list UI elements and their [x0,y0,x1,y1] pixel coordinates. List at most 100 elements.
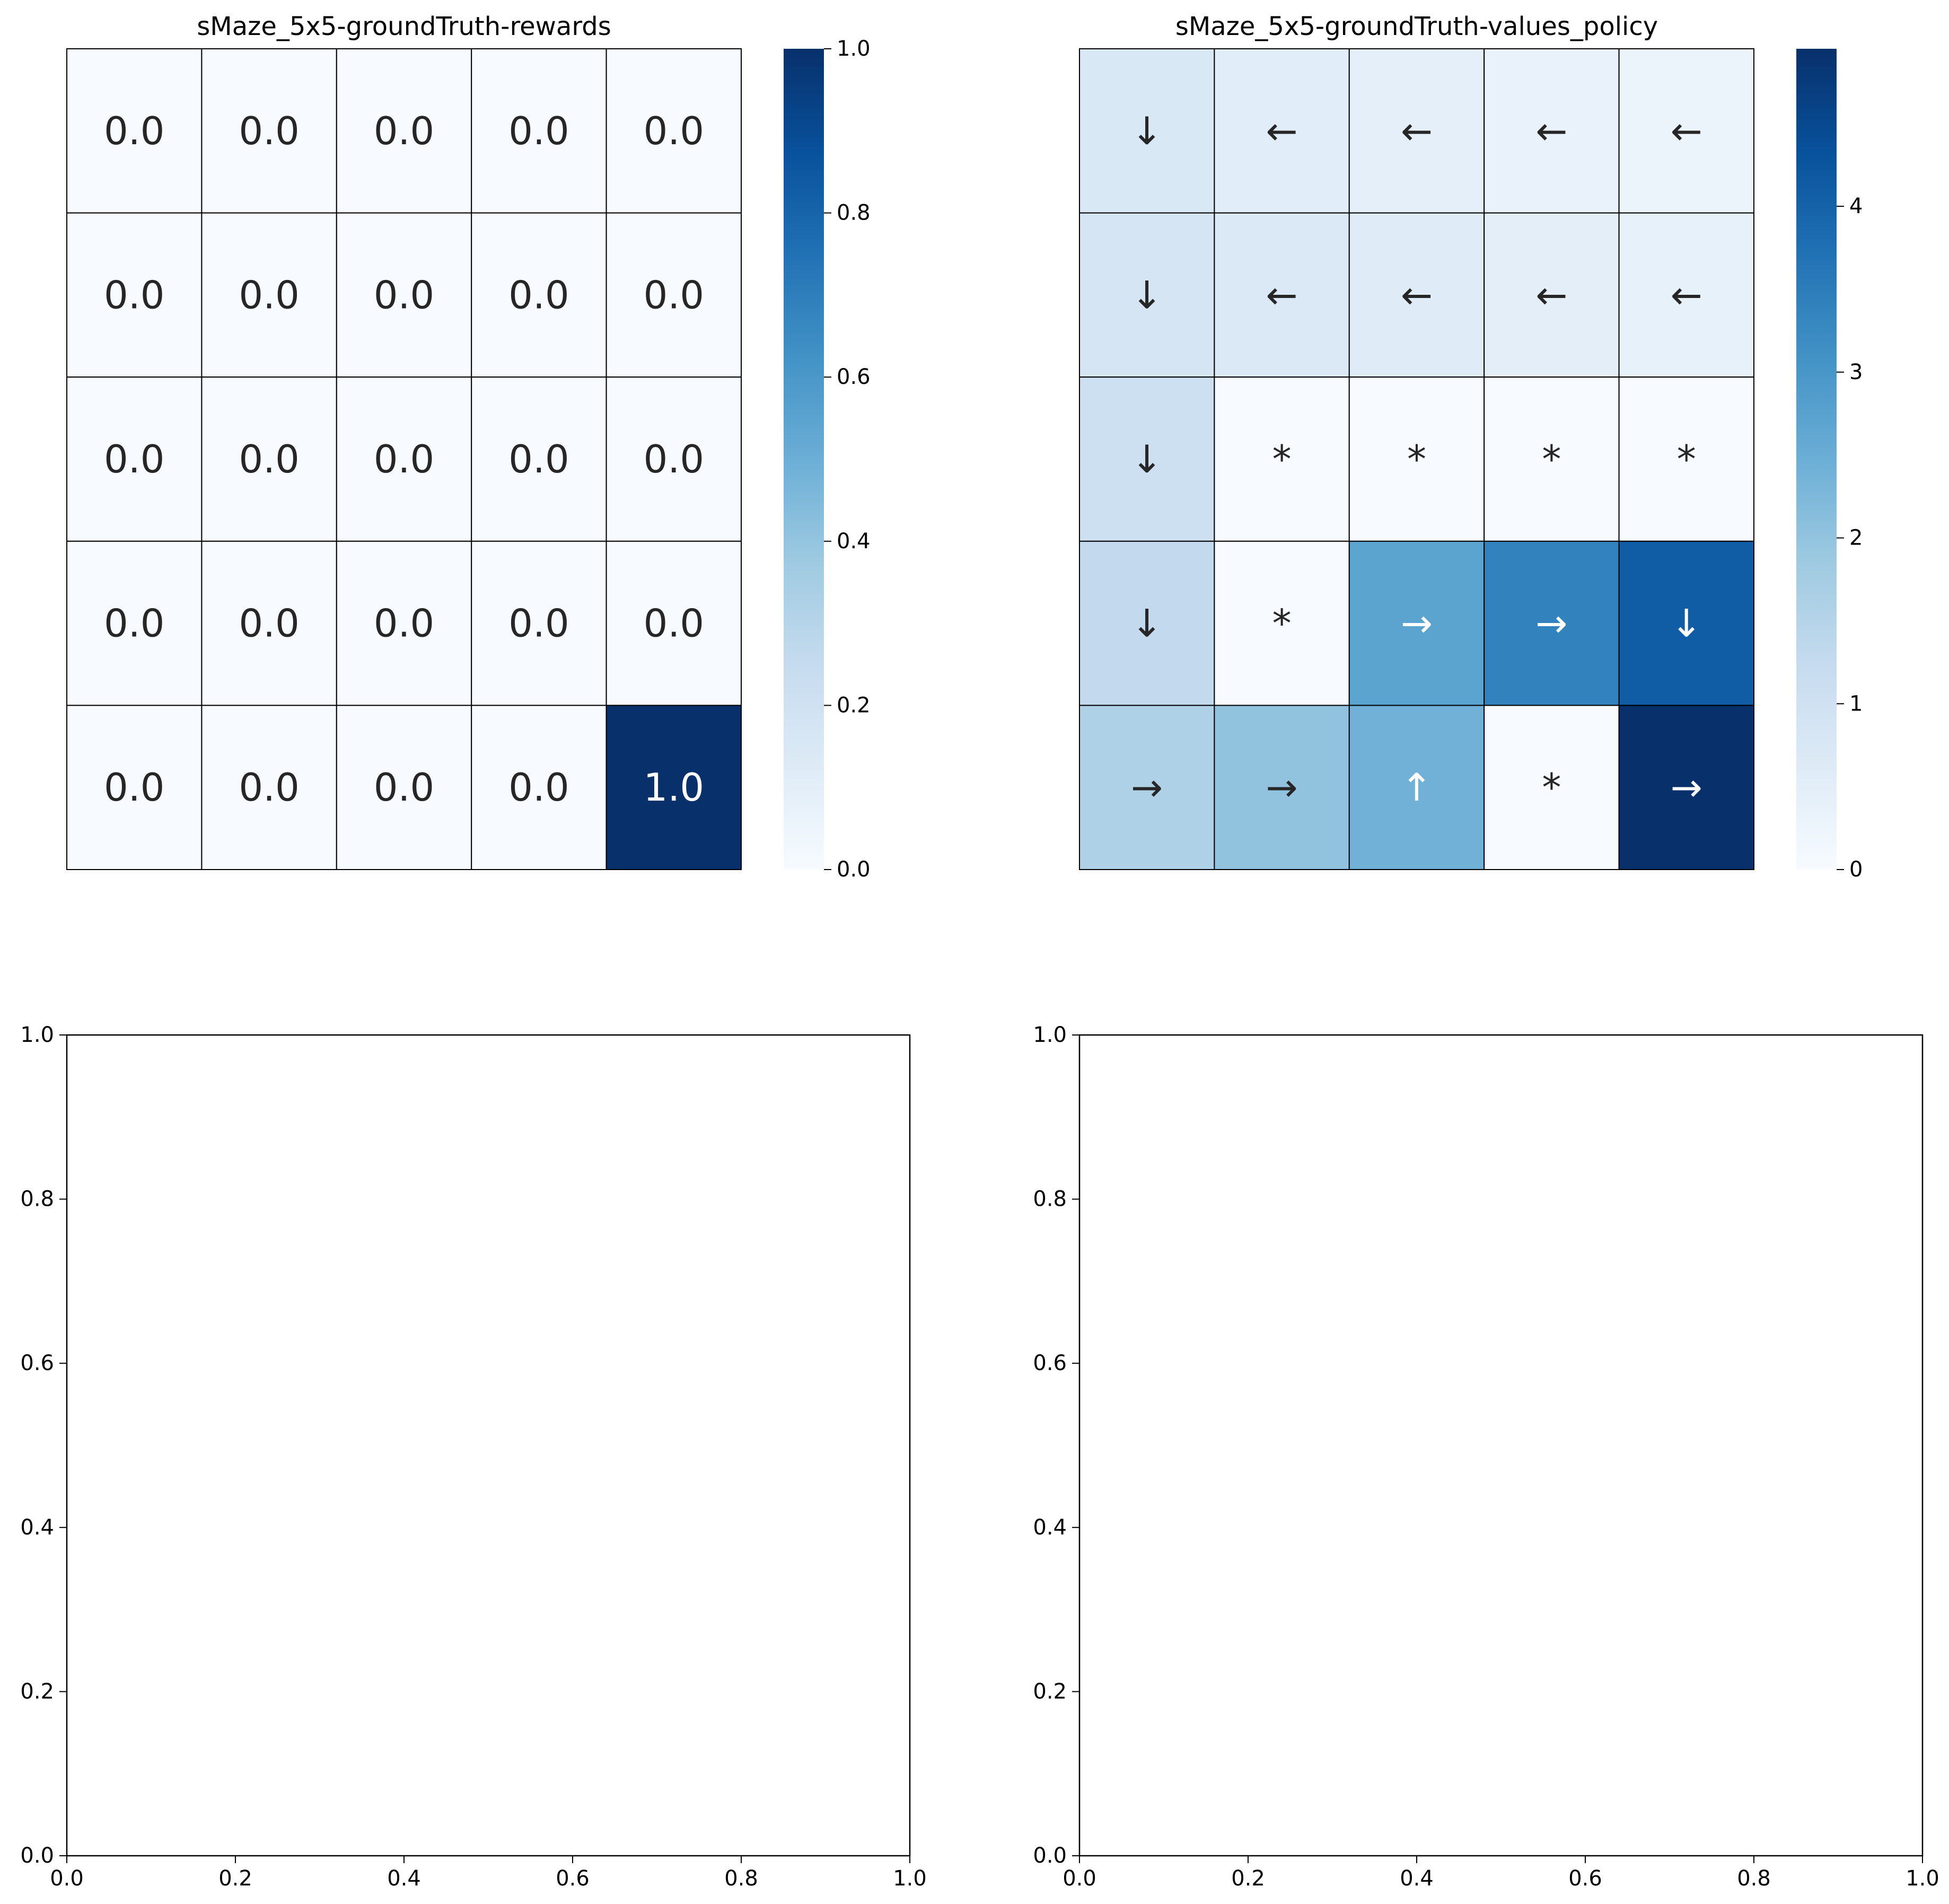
x-tick-label: 0.4 [1400,1866,1434,1891]
heatmap-cell [1214,212,1350,378]
heatmap-cell [471,540,607,706]
heatmap-cell [1079,376,1215,542]
y-tick-label: 1.0 [1033,1023,1067,1047]
heatmap-cell-label: ↓ [1131,109,1163,153]
heatmap-cell-label: ← [1401,109,1433,153]
heatmap-cell [605,376,742,542]
y-tick-label: 0.0 [20,1844,54,1868]
axes-frame [66,1034,911,1857]
empty-axes-2: 0.00.0 0.2 0.2 0.4 0.4 0.6 0.6 0.8 0.8 1.0 1.0 [1033,1023,1939,1891]
y-tick-label: 0.4 [20,1515,54,1540]
heatmap-cell-label: → [1671,765,1702,810]
heatmap-panel-1: sMaze_5x5-groundTruth-rewards 0.0 0.0 0.0 0.… [66,12,871,882]
heatmap-cell [1483,48,1620,214]
colorbar-tick-label: 0.2 [837,693,871,717]
heatmap-cell [1348,212,1485,378]
colorbar-tick-label: 2 [1849,526,1863,550]
heatmap-cell-label: 0.0 [374,109,435,153]
heatmap-cell [1348,540,1485,706]
heatmap-cell-label: ↓ [1131,437,1163,481]
y-tick-label: 0.8 [20,1187,54,1212]
heatmap-cell-label: * [1677,437,1696,481]
heatmap-cell [1483,212,1620,378]
x-tick-label: 0.6 [1568,1866,1602,1891]
colorbar-tick-label: 0.4 [837,529,871,554]
heatmap-cell-label: 0.0 [508,437,569,481]
heatmap-cell-label: 0.0 [644,437,705,481]
x-tick-label: 0.8 [1737,1866,1771,1891]
heatmap-cell-label: 0.0 [374,765,435,810]
heatmap-cell [336,705,472,871]
heatmap-cell-label: 0.0 [239,273,300,317]
heatmap-cell-label: 0.0 [239,601,300,646]
heatmap-panel-2: sMaze_5x5-groundTruth-values_policy ↓ ← ← ← ←… [1079,12,1863,882]
heatmap-cell-label: ← [1266,109,1297,153]
heatmap-cell [1214,376,1350,542]
colorbar-tick-label: 0.0 [837,857,871,882]
heatmap-cell [605,540,742,706]
heatmap-cell-label: → [1131,765,1163,810]
heatmap-cell-label: 0.0 [104,601,165,646]
x-tick-label: 0.4 [387,1866,421,1891]
heatmap-cell [336,212,472,378]
heatmap-cell [1214,48,1350,214]
heatmap-cell [201,540,337,706]
heatmap-cell-label: 0.0 [239,109,300,153]
heatmap-cell-label: * [1407,437,1426,481]
heatmap-cell [201,48,337,214]
heatmap-cell [66,48,203,214]
heatmap-cell-label: 0.0 [104,109,165,153]
y-tick-label: 0.6 [20,1351,54,1375]
heatmap-cell-label: 1.0 [644,765,705,810]
y-tick-label: 0.2 [1033,1679,1067,1704]
x-tick-label: 0.0 [1063,1866,1096,1891]
heatmap-cell [471,376,607,542]
heatmap-cell [1079,705,1215,871]
heatmap-cell-label: ← [1535,273,1567,317]
colorbar-tick-label: 3 [1849,360,1863,384]
heatmap-cell [201,705,337,871]
heatmap-cell-label: ↑ [1401,765,1433,810]
heatmap-cell-label: 0.0 [508,273,569,317]
heatmap-cell-label: ← [1535,109,1567,153]
heatmap-cell-label: 0.0 [644,273,705,317]
heatmap-cell [201,376,337,542]
heatmap-cell-label: ↓ [1131,601,1163,646]
heatmap-cell [336,48,472,214]
heatmap-cell-label: 0.0 [508,765,569,810]
x-tick-label: 1.0 [1906,1866,1939,1891]
heatmap-cell-label: → [1266,765,1297,810]
colorbar [784,49,824,870]
x-tick-label: 0.8 [724,1866,758,1891]
heatmap-cell-label: * [1542,437,1561,481]
heatmap-cell-label: 0.0 [644,109,705,153]
x-tick-label: 0.2 [1231,1866,1265,1891]
colorbar-tick-label: 1 [1849,691,1863,716]
colorbar-tick-label: 0.8 [837,201,871,225]
heatmap-cell-label: * [1542,765,1561,810]
heatmap-cell-label: * [1272,437,1292,481]
heatmap-cell-label: 0.0 [374,273,435,317]
heatmap-cell [1618,212,1755,378]
heatmap-cell [605,705,742,871]
heatmap-cell [1348,48,1485,214]
heatmap-cell-label: 0.0 [508,601,569,646]
heatmap-cell [1618,376,1755,542]
heatmap-cell [1079,212,1215,378]
y-tick-label: 0.2 [20,1679,54,1704]
heatmap-cell-label: * [1272,601,1292,646]
heatmap-cell-label: 0.0 [239,765,300,810]
heatmap-cell-label: 0.0 [374,601,435,646]
heatmap-cell-label: ← [1266,273,1297,317]
heatmap-cell [471,48,607,214]
heatmap-cell [1079,48,1215,214]
y-tick-label: 0.0 [1033,1844,1067,1868]
heatmap-cell [336,376,472,542]
heatmap-cell [605,48,742,214]
y-tick-label: 0.8 [1033,1187,1067,1212]
heatmap-cell [1483,376,1620,542]
heatmap-cell-label: 0.0 [104,273,165,317]
x-tick-label: 0.6 [556,1866,590,1891]
